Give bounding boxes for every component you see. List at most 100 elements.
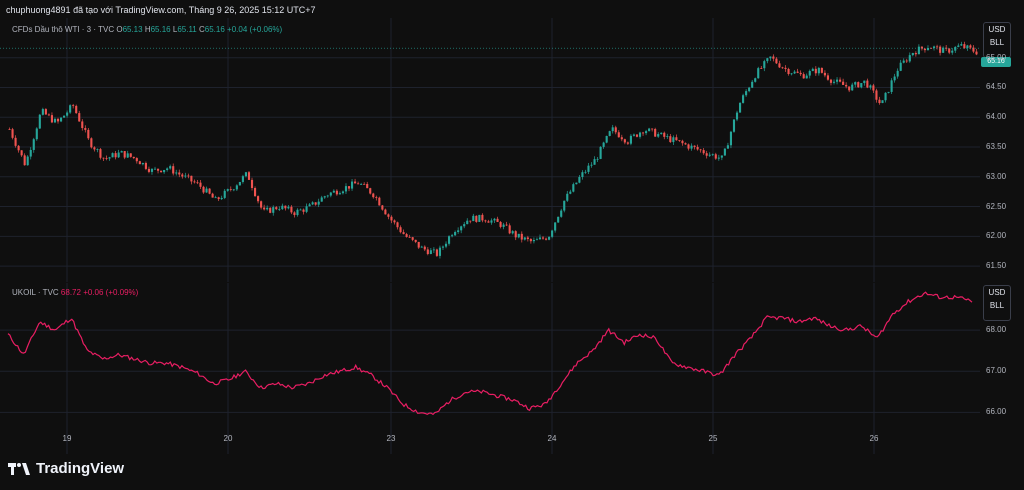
wti-candle-body bbox=[205, 188, 208, 193]
wti-candle-body bbox=[611, 127, 614, 132]
wti-candle-body bbox=[244, 172, 248, 177]
wti-candle-body bbox=[347, 186, 351, 189]
wti-candle-body bbox=[123, 151, 126, 158]
wti-candle-body bbox=[281, 205, 284, 210]
wti-candle-body bbox=[247, 172, 251, 180]
wti-candle-body bbox=[108, 157, 111, 159]
wti-candle-body bbox=[502, 224, 505, 227]
wti-candle-body bbox=[469, 220, 472, 222]
wti-y-tick-label: 62.50 bbox=[986, 201, 1007, 211]
ukoil-change: +0.06 (+0.09%) bbox=[83, 288, 139, 297]
wti-change: +0.04 (+0.06%) bbox=[227, 25, 283, 34]
wti-candle-body bbox=[681, 140, 684, 144]
wti-candle-body bbox=[69, 105, 72, 113]
wti-candle-body bbox=[329, 192, 332, 196]
wti-candle-body bbox=[808, 71, 811, 76]
close-label: C bbox=[199, 25, 205, 34]
wti-candle-body bbox=[705, 153, 708, 156]
wti-candle-body bbox=[350, 181, 354, 189]
wti-candle-body bbox=[523, 237, 526, 240]
wti-candle-body bbox=[293, 212, 296, 216]
wti-candle-body bbox=[535, 239, 539, 241]
wti-candle-body bbox=[511, 231, 514, 234]
ukoil-currency-unit-box[interactable]: USD BLL bbox=[983, 285, 1011, 321]
wti-candle-body bbox=[178, 172, 181, 175]
wti-candle-body bbox=[590, 164, 593, 166]
wti-candle-body bbox=[150, 168, 154, 172]
wti-candle-body bbox=[202, 186, 205, 193]
wti-candle-body bbox=[402, 232, 405, 235]
wti-legend: CFDs Dầu thô WTI · 3 · TVC O65.13 H65.16… bbox=[12, 25, 282, 34]
wti-candle-body bbox=[520, 233, 523, 240]
wti-candlestick-chart[interactable] bbox=[0, 18, 1024, 282]
wti-candle-body bbox=[290, 206, 293, 213]
wti-candle-body bbox=[411, 237, 414, 240]
wti-candle-body bbox=[166, 168, 169, 170]
wti-candle-body bbox=[957, 45, 960, 47]
chart-attribution: chuphuong4891 đã tạo với TradingView.com… bbox=[6, 5, 316, 15]
ukoil-y-tick-label: 67.00 bbox=[986, 366, 1007, 376]
wti-candle-body bbox=[832, 81, 836, 83]
wti-candle-body bbox=[305, 206, 308, 212]
wti-candle-body bbox=[354, 181, 357, 184]
wti-candle-body bbox=[72, 105, 75, 107]
ukoil-pane[interactable] bbox=[0, 283, 1024, 454]
wti-candle-body bbox=[63, 115, 66, 118]
wti-candle-body bbox=[805, 75, 808, 79]
wti-candle-body bbox=[399, 227, 402, 233]
wti-candle-body bbox=[181, 174, 184, 177]
wti-candle-body bbox=[32, 139, 35, 150]
wti-candle-body bbox=[372, 193, 375, 198]
wti-candle-body bbox=[278, 209, 281, 210]
wti-candle-body bbox=[766, 58, 769, 62]
ukoil-plot-bg bbox=[0, 283, 980, 454]
wti-candle-body bbox=[799, 72, 802, 75]
wti-candle-body bbox=[820, 67, 823, 73]
wti-candle-body bbox=[605, 135, 608, 143]
wti-candle-body bbox=[926, 48, 930, 51]
wti-candle-body bbox=[484, 220, 487, 222]
wti-candle-body bbox=[920, 46, 923, 49]
wti-pane[interactable] bbox=[0, 18, 1024, 282]
wti-candle-body bbox=[902, 60, 905, 63]
wti-candle-body bbox=[857, 82, 860, 88]
ukoil-line-chart[interactable] bbox=[0, 283, 1024, 454]
wti-candle-body bbox=[690, 145, 693, 149]
wti-candle-body bbox=[732, 119, 736, 132]
wti-candle-body bbox=[878, 99, 881, 104]
wti-symbol[interactable]: CFDs Dầu thô WTI · 3 · TVC bbox=[12, 25, 115, 34]
wti-candle-body bbox=[263, 207, 266, 210]
wti-candle-body bbox=[760, 68, 763, 69]
wti-candle-body bbox=[557, 216, 560, 223]
wti-candle-body bbox=[887, 91, 890, 93]
wti-candle-body bbox=[87, 129, 90, 139]
wti-candle-body bbox=[648, 128, 651, 132]
wti-candle-body bbox=[663, 132, 666, 137]
wti-candle-body bbox=[593, 159, 596, 165]
wti-candle-body bbox=[260, 201, 263, 208]
wti-candle-body bbox=[190, 175, 193, 182]
wti-candle-body bbox=[548, 236, 551, 240]
ukoil-symbol[interactable]: UKOIL · TVC bbox=[12, 288, 59, 297]
wti-candle-body bbox=[975, 51, 978, 55]
footer-brand[interactable]: TradingView bbox=[8, 460, 124, 477]
wti-candle-body bbox=[99, 149, 102, 158]
wti-candle-body bbox=[781, 67, 784, 69]
wti-candle-body bbox=[969, 45, 972, 48]
wti-candle-body bbox=[135, 158, 138, 162]
wti-y-tick-label: 62.00 bbox=[986, 231, 1007, 241]
wti-candle-body bbox=[447, 236, 451, 244]
wti-candle-body bbox=[426, 249, 429, 254]
wti-candle-body bbox=[390, 216, 393, 221]
wti-candle-body bbox=[275, 207, 278, 210]
wti-candle-body bbox=[699, 149, 702, 151]
wti-candle-body bbox=[842, 81, 845, 85]
wti-candle-body bbox=[338, 193, 341, 195]
wti-candle-body bbox=[269, 207, 272, 213]
wti-candle-body bbox=[23, 155, 26, 166]
wti-plot-bg bbox=[0, 18, 980, 282]
wti-candle-body bbox=[881, 100, 884, 104]
wti-candle-body bbox=[220, 197, 223, 200]
wti-currency-unit-box[interactable]: USD BLL bbox=[983, 22, 1011, 58]
wti-candle-body bbox=[538, 237, 542, 240]
